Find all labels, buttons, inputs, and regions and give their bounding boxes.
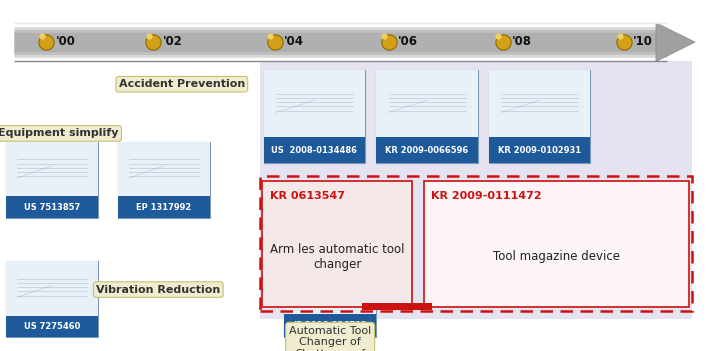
Bar (376, 70, 478, 163)
Text: '00: '00 (56, 35, 76, 48)
Bar (264, 70, 365, 137)
Text: US 7513857: US 7513857 (24, 203, 80, 212)
Bar (489, 70, 590, 163)
Text: '10: '10 (633, 35, 653, 48)
Bar (362, 303, 432, 310)
Text: Vibration Reduction: Vibration Reduction (96, 285, 220, 294)
Text: KR 2009-0066596: KR 2009-0066596 (386, 146, 468, 155)
Bar (284, 254, 376, 337)
Text: '06: '06 (398, 35, 418, 48)
Bar (6, 197, 98, 218)
Bar (260, 176, 692, 311)
Text: US 7275460: US 7275460 (24, 322, 81, 331)
Bar (489, 137, 590, 163)
Bar (6, 316, 98, 337)
Bar (118, 142, 210, 197)
Text: KR 0613547: KR 0613547 (270, 191, 344, 201)
Bar (264, 70, 365, 163)
Bar (6, 261, 98, 316)
Bar (118, 197, 210, 218)
Bar (376, 70, 478, 137)
Text: '04: '04 (284, 35, 304, 48)
Text: '02: '02 (163, 35, 183, 48)
Bar (284, 314, 376, 337)
Text: KR 2009-0102931: KR 2009-0102931 (498, 146, 581, 155)
Text: Equipment simplify: Equipment simplify (0, 128, 119, 138)
Bar (424, 181, 689, 307)
Bar (6, 142, 98, 197)
Text: Tool magazine device: Tool magazine device (493, 250, 620, 263)
Bar (262, 181, 412, 307)
Text: EP 1317992: EP 1317992 (136, 203, 192, 212)
Bar (260, 61, 692, 319)
Bar (264, 137, 365, 163)
Text: '08: '08 (512, 35, 532, 48)
Text: Arm les automatic tool
changer: Arm les automatic tool changer (270, 243, 404, 271)
Bar (284, 254, 376, 314)
Bar (6, 261, 98, 337)
Text: KR 2009-0111472: KR 2009-0111472 (431, 191, 542, 201)
Text: Accident Prevention: Accident Prevention (118, 79, 245, 89)
Text: US  2008-0134486: US 2008-0134486 (272, 146, 357, 155)
Bar (376, 137, 478, 163)
Bar (489, 70, 590, 137)
Bar (118, 142, 210, 218)
Polygon shape (656, 23, 695, 61)
Bar (6, 142, 98, 218)
Text: JP 2006-326793: JP 2006-326793 (293, 321, 367, 330)
Text: Automatic Tool
Changer of
Shatterproof: Automatic Tool Changer of Shatterproof (289, 326, 371, 351)
